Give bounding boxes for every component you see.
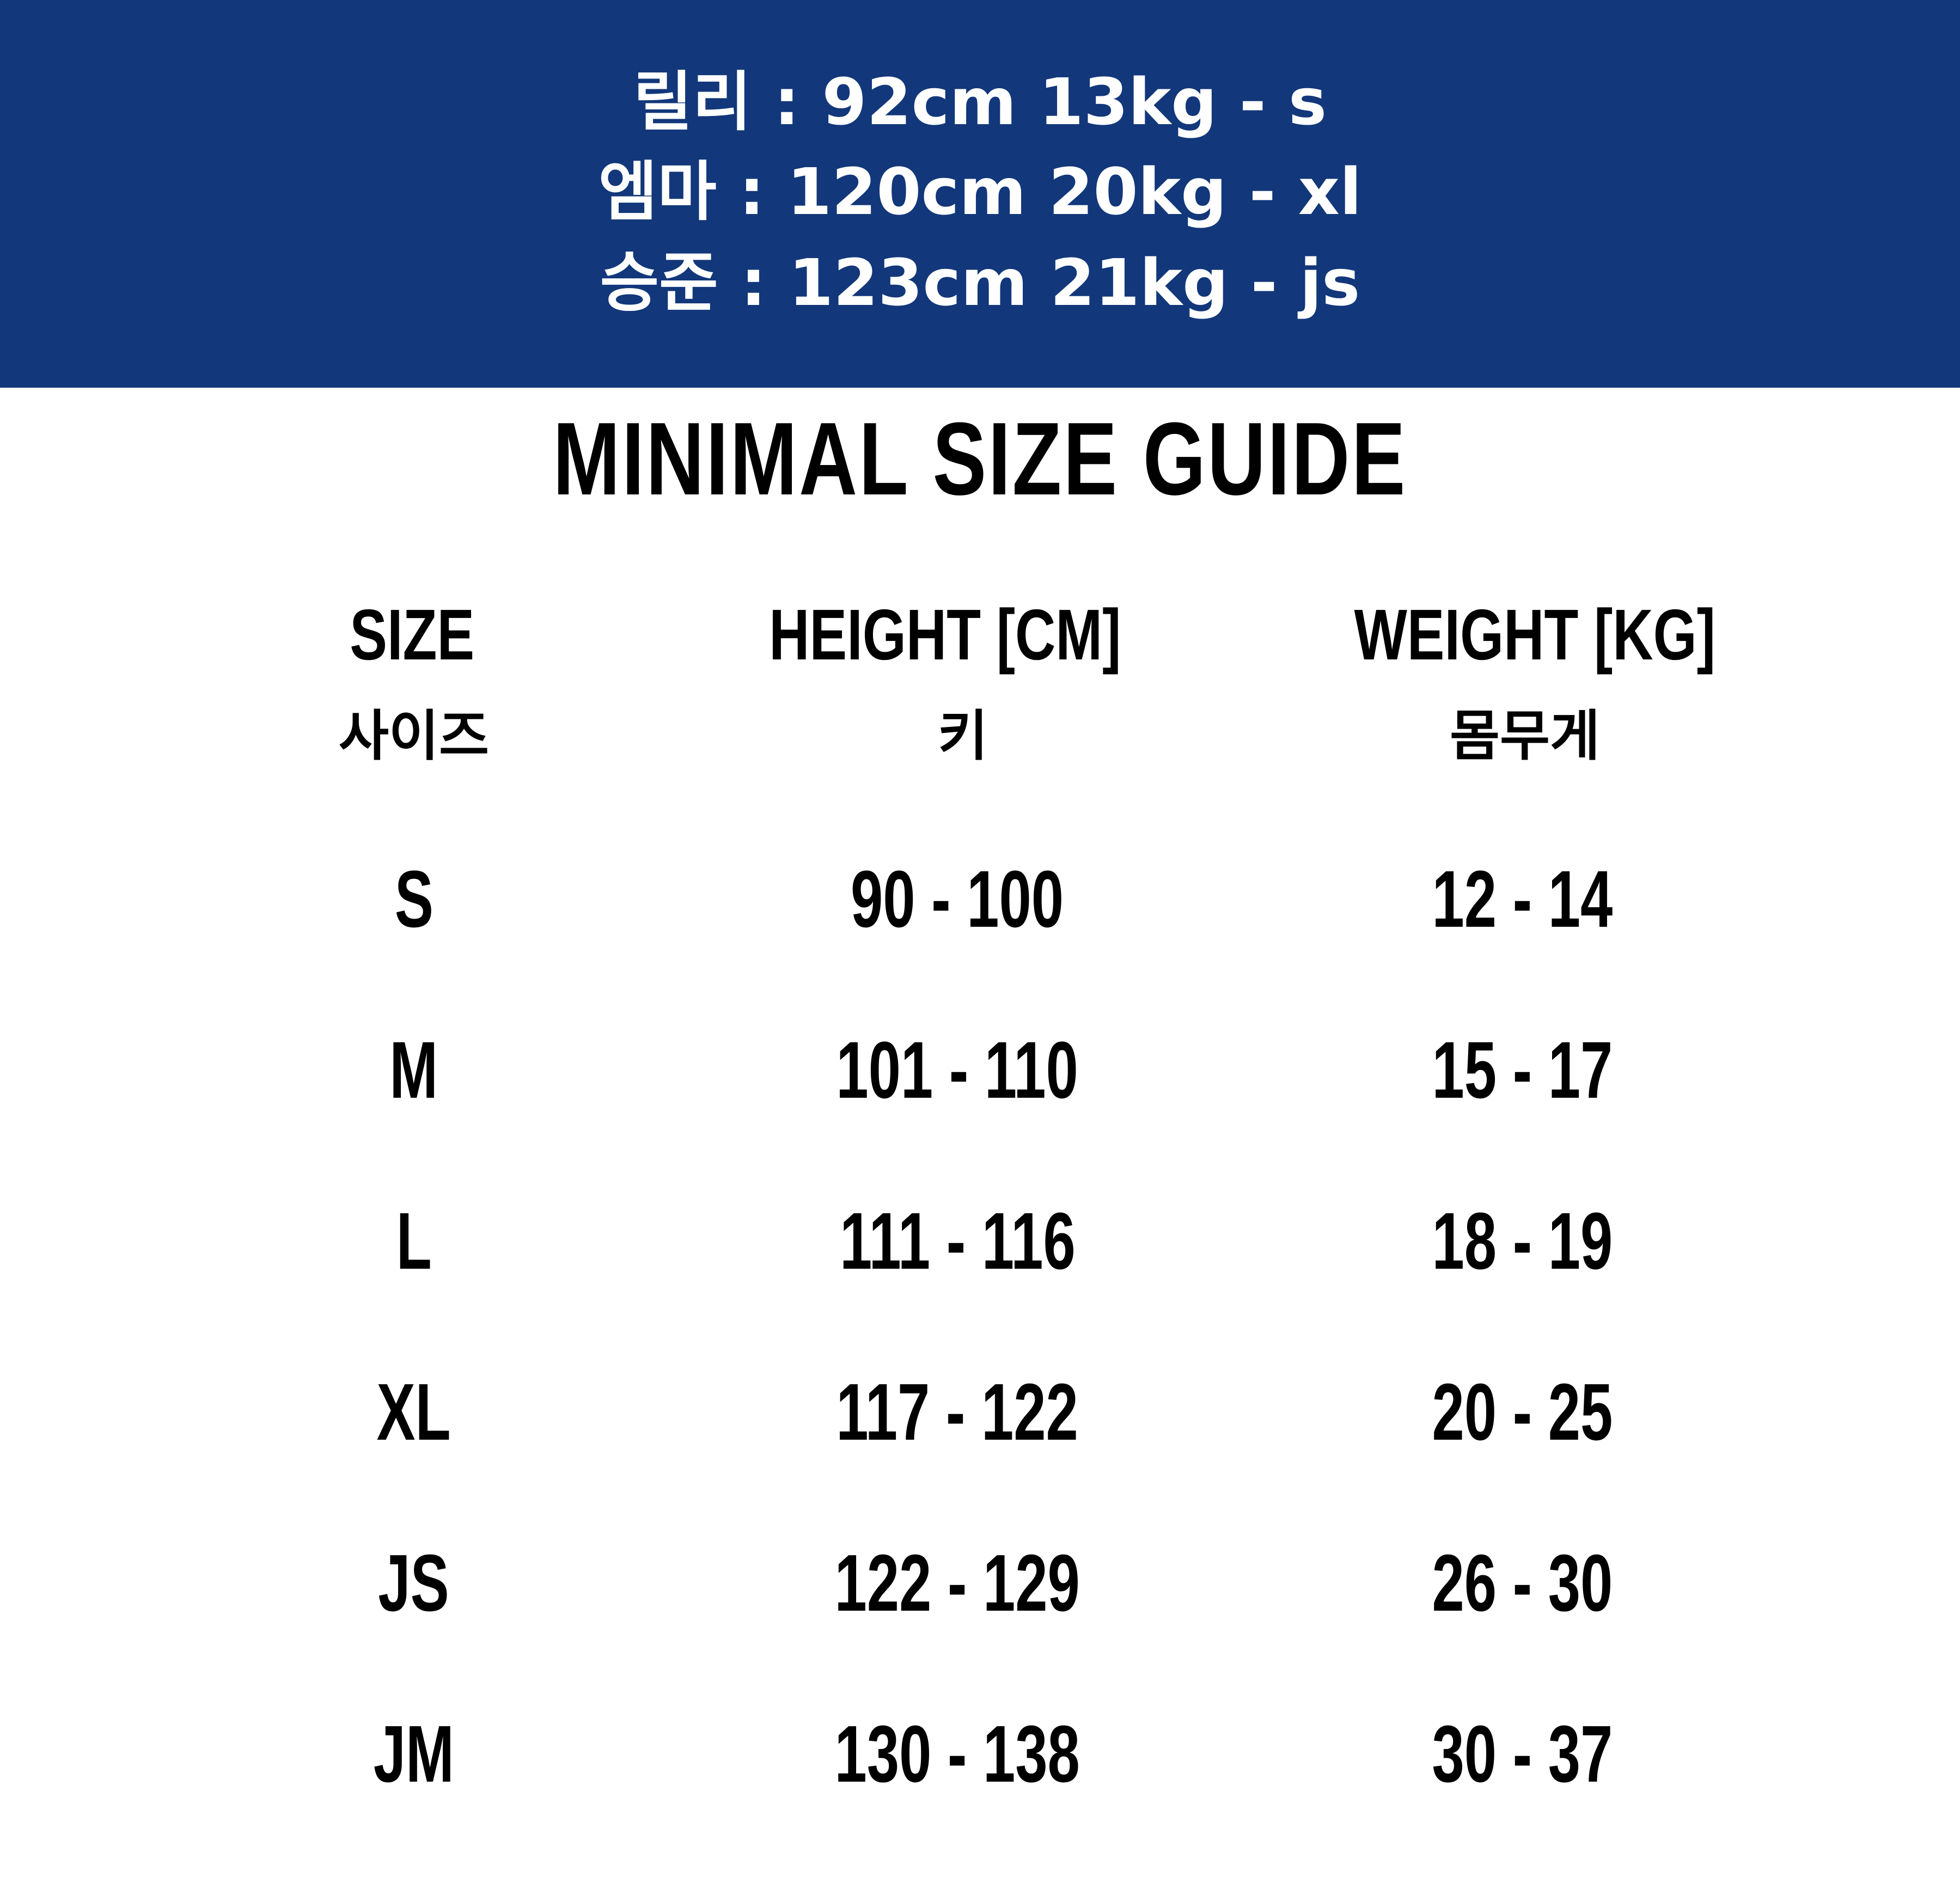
size-value: M (389, 1025, 438, 1115)
row-size-cell: JS (142, 1543, 686, 1624)
weight-value: 15 - 17 (1432, 1025, 1613, 1115)
child-size-line: 승준 : 123cm 21kg - js (600, 245, 1360, 320)
height-value: 117 - 122 (836, 1367, 1079, 1457)
size-value: S (394, 854, 433, 944)
header-height: HEIGHT [CM] (673, 599, 1217, 671)
header-weight-text: WEIGHT [KG] (1354, 595, 1715, 675)
weight-value: 20 - 25 (1432, 1367, 1613, 1457)
size-value: L (396, 1196, 432, 1286)
height-value: 111 - 116 (839, 1196, 1076, 1286)
header-weight: WEIGHT [KG] (1262, 599, 1807, 671)
row-height-cell: 90 - 100 (685, 859, 1230, 940)
height-value: 130 - 138 (834, 1709, 1080, 1799)
weight-value: 18 - 19 (1432, 1196, 1613, 1286)
header-height-korean: 키 (938, 704, 988, 768)
row-height-cell: 117 - 122 (685, 1372, 1230, 1453)
header-size: SIZE (140, 599, 685, 671)
weight-value: 30 - 37 (1432, 1709, 1613, 1799)
row-weight-cell: 26 - 30 (1250, 1543, 1794, 1624)
row-weight-cell: 12 - 14 (1250, 859, 1794, 940)
header-size-korean: 사이즈 (339, 704, 489, 768)
size-value: XL (376, 1367, 451, 1457)
weight-value: 26 - 30 (1432, 1538, 1613, 1628)
weight-value: 12 - 14 (1432, 854, 1613, 944)
page-title-text: MINIMAL SIZE GUIDE (553, 401, 1407, 517)
child-size-line: 릴리 : 92cm 13kg - s (633, 64, 1327, 139)
child-size-line: 엠마 : 120cm 20kg - xl (598, 154, 1362, 229)
row-weight-cell: 30 - 37 (1250, 1714, 1794, 1795)
row-height-cell: 130 - 138 (685, 1714, 1230, 1795)
page-title: MINIMAL SIZE GUIDE (0, 407, 1960, 511)
height-value: 90 - 100 (851, 854, 1064, 944)
customer-info-banner: 릴리 : 92cm 13kg - s 엠마 : 120cm 20kg - xl … (0, 0, 1960, 388)
height-value: 122 - 129 (834, 1538, 1080, 1628)
row-size-cell: L (142, 1201, 686, 1282)
header-weight-korean: 몸무게 (1450, 704, 1600, 768)
row-size-cell: JM (142, 1714, 686, 1795)
height-value: 101 - 110 (836, 1025, 1079, 1115)
row-size-cell: S (142, 859, 686, 940)
row-height-cell: 101 - 110 (685, 1030, 1230, 1111)
row-size-cell: XL (142, 1372, 686, 1453)
row-weight-cell: 20 - 25 (1250, 1372, 1794, 1453)
row-weight-cell: 15 - 17 (1250, 1030, 1794, 1111)
row-height-cell: 111 - 116 (685, 1201, 1230, 1282)
row-weight-cell: 18 - 19 (1250, 1201, 1794, 1282)
size-value: JM (373, 1709, 455, 1799)
size-value: JS (378, 1538, 450, 1628)
header-height-text: HEIGHT [CM] (768, 595, 1121, 675)
row-size-cell: M (142, 1030, 686, 1111)
row-height-cell: 122 - 129 (685, 1543, 1230, 1624)
header-size-text: SIZE (350, 595, 475, 675)
